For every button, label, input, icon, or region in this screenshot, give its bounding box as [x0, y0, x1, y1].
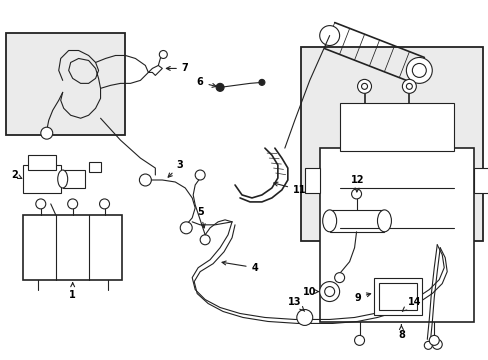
Text: 11: 11 [273, 182, 306, 195]
Circle shape [259, 80, 264, 85]
Bar [329, 210, 384, 232]
Text: 7: 7 [166, 63, 188, 73]
Circle shape [296, 310, 312, 325]
Bar [28, 155, 56, 170]
Circle shape [319, 282, 339, 302]
Bar [23, 215, 122, 280]
Bar [339, 103, 453, 151]
Bar [473, 168, 488, 193]
Ellipse shape [322, 210, 336, 232]
Circle shape [354, 336, 364, 345]
Bar [304, 168, 319, 193]
Circle shape [195, 170, 205, 180]
Bar [379, 283, 416, 310]
Circle shape [406, 84, 411, 89]
Circle shape [319, 26, 339, 45]
Ellipse shape [377, 210, 390, 232]
Circle shape [357, 80, 371, 93]
Circle shape [159, 50, 167, 58]
Bar [62, 170, 84, 188]
Circle shape [100, 199, 109, 209]
Circle shape [431, 339, 441, 349]
Text: 1: 1 [69, 283, 76, 300]
Circle shape [351, 189, 361, 199]
Text: 13: 13 [287, 297, 304, 311]
Bar [374, 278, 422, 315]
Circle shape [402, 80, 415, 93]
Bar [300, 47, 482, 241]
Circle shape [361, 84, 367, 89]
Circle shape [411, 63, 426, 77]
Text: 5: 5 [196, 207, 204, 228]
Bar [6, 33, 125, 135]
Text: 9: 9 [353, 293, 370, 302]
Text: 14: 14 [402, 297, 420, 311]
Circle shape [216, 84, 224, 91]
Circle shape [334, 273, 344, 283]
Circle shape [180, 222, 192, 234]
Circle shape [424, 341, 431, 349]
Bar [88, 162, 101, 172]
Text: 12: 12 [350, 175, 364, 192]
Circle shape [324, 287, 334, 297]
Circle shape [200, 235, 210, 245]
Text: 2: 2 [12, 170, 22, 180]
Circle shape [406, 58, 431, 84]
Bar [319, 148, 473, 323]
Circle shape [41, 127, 53, 139]
Text: 4: 4 [222, 261, 258, 273]
Bar [23, 165, 61, 193]
Circle shape [139, 174, 151, 186]
Ellipse shape [58, 170, 67, 188]
Text: 3: 3 [168, 160, 183, 177]
Text: 8: 8 [397, 325, 404, 341]
Text: 10: 10 [303, 287, 319, 297]
Circle shape [428, 336, 438, 345]
Text: 6: 6 [196, 77, 216, 87]
Circle shape [67, 199, 78, 209]
Circle shape [36, 199, 46, 209]
